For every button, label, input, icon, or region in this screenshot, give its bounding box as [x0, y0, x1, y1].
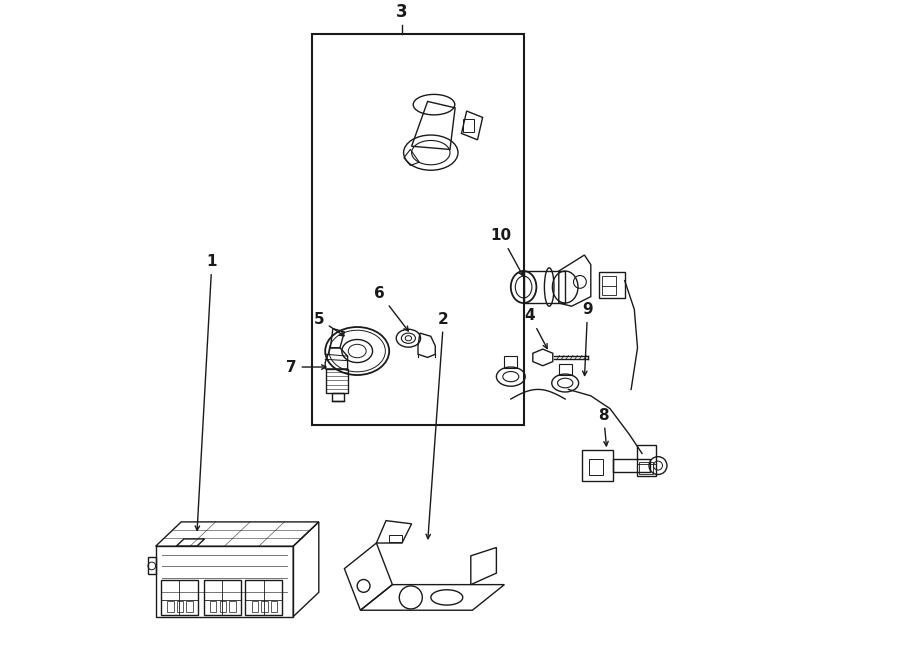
- Bar: [639, 463, 652, 474]
- Bar: [312, 34, 524, 424]
- Bar: [261, 601, 267, 612]
- Bar: [602, 276, 616, 295]
- Bar: [203, 580, 240, 615]
- Bar: [559, 364, 572, 375]
- Text: 10: 10: [491, 228, 523, 276]
- Text: 8: 8: [598, 408, 609, 446]
- Bar: [161, 580, 198, 615]
- Bar: [582, 450, 613, 481]
- Bar: [504, 356, 518, 368]
- Bar: [599, 272, 625, 298]
- Text: 2: 2: [426, 311, 449, 539]
- Bar: [230, 601, 236, 612]
- Bar: [210, 601, 216, 612]
- Bar: [148, 557, 156, 574]
- Bar: [252, 601, 258, 612]
- Bar: [220, 601, 226, 612]
- Text: 6: 6: [374, 286, 409, 331]
- Bar: [245, 580, 283, 615]
- Bar: [463, 119, 474, 132]
- Text: 9: 9: [582, 302, 593, 375]
- Bar: [331, 393, 345, 401]
- Bar: [589, 459, 603, 475]
- Bar: [167, 601, 174, 612]
- Text: 5: 5: [313, 311, 344, 336]
- Bar: [176, 601, 183, 612]
- Bar: [613, 459, 651, 472]
- Text: 3: 3: [396, 3, 408, 21]
- Bar: [271, 601, 277, 612]
- Bar: [186, 601, 193, 612]
- Bar: [389, 535, 402, 542]
- Text: 7: 7: [286, 360, 326, 375]
- Bar: [637, 445, 656, 476]
- Text: 1: 1: [195, 254, 217, 530]
- Text: 4: 4: [525, 308, 547, 348]
